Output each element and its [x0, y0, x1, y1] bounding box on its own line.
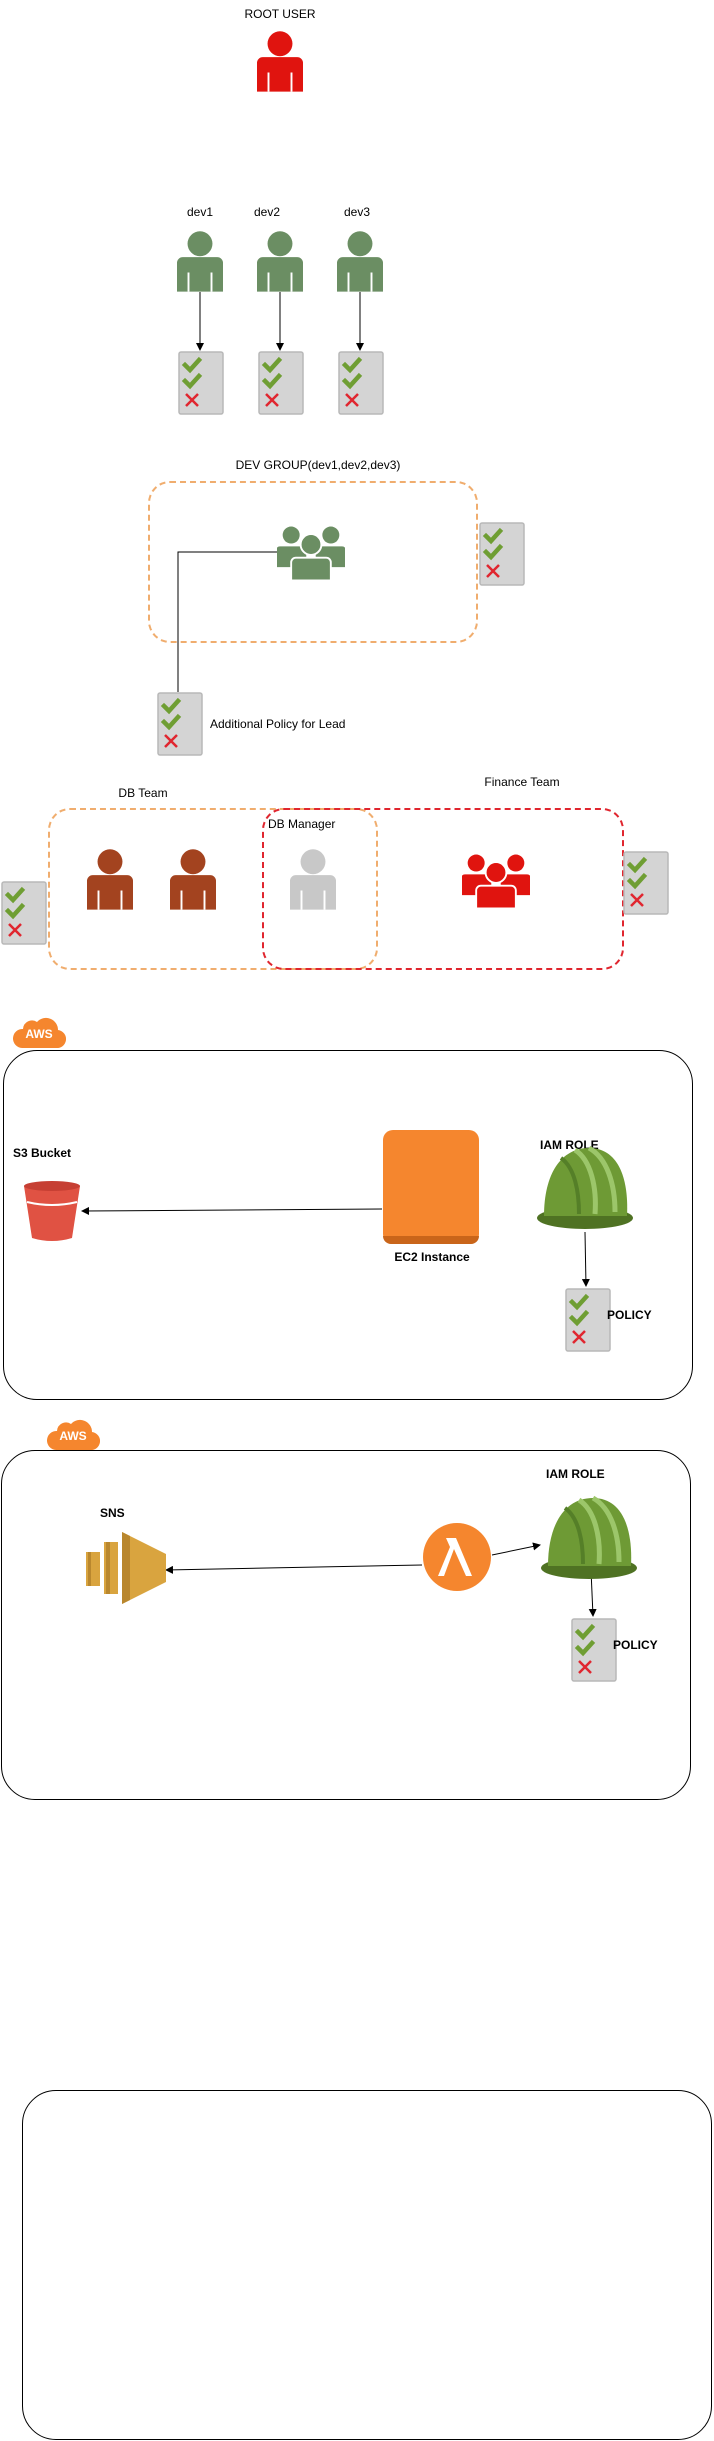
dev-group-icon[interactable]	[277, 520, 345, 586]
ec2-to-s3-arrow	[81, 1206, 383, 1215]
policy-2-label: POLICY	[613, 1638, 658, 1652]
dev1-policy-icon[interactable]	[177, 350, 225, 416]
finance-team-container[interactable]	[262, 808, 624, 970]
finance-team-policy-icon[interactable]	[622, 850, 670, 916]
s3-bucket-icon[interactable]	[22, 1180, 82, 1242]
db-team-label: DB Team	[118, 786, 168, 800]
iam-role-2-helmet-icon[interactable]	[539, 1490, 639, 1582]
dev2-label: dev2	[253, 205, 281, 219]
finance-team-group-icon[interactable]	[462, 848, 530, 914]
dev3-label: dev3	[343, 205, 371, 219]
db-team-user-2-icon[interactable]	[170, 848, 216, 910]
dev3-policy-icon[interactable]	[337, 350, 385, 416]
empty-container[interactable]	[22, 2090, 712, 2440]
dev1-label: dev1	[186, 205, 214, 219]
lambda-icon[interactable]	[422, 1522, 492, 1592]
lambda-to-iam-role-arrow	[491, 1542, 541, 1556]
aws-badge-2: AWS	[59, 1429, 87, 1443]
s3-bucket-label: S3 Bucket	[13, 1146, 72, 1160]
aws-cloud-icon-2: AWS	[46, 1414, 100, 1452]
finance-team-label: Finance Team	[484, 775, 560, 789]
db-team-user-1-icon[interactable]	[87, 848, 133, 910]
group-to-lead-policy-line	[177, 551, 278, 692]
dev1-user-icon[interactable]	[177, 230, 223, 292]
lambda-to-sns-arrow	[165, 1564, 423, 1574]
dev-group-policy-icon[interactable]	[478, 521, 526, 587]
root-user-label: ROOT USER	[244, 7, 316, 21]
iam-role-2-label: IAM ROLE	[546, 1467, 605, 1481]
iam-role-1-policy-icon[interactable]	[564, 1287, 612, 1353]
db-manager-user-icon[interactable]	[290, 848, 336, 910]
iam-role-1-helmet-icon[interactable]	[535, 1140, 635, 1232]
dev-group-label: DEV GROUP(dev1,dev2,dev3)	[235, 458, 401, 472]
dev3-user-icon[interactable]	[337, 230, 383, 292]
lead-policy-label: Additional Policy for Lead	[210, 717, 346, 731]
dev-group-container[interactable]	[148, 481, 478, 643]
db-manager-label: DB Manager	[268, 817, 336, 831]
db-team-policy-icon[interactable]	[0, 880, 48, 946]
sns-label: SNS	[100, 1506, 125, 1520]
aws-section-1-container[interactable]	[3, 1050, 693, 1400]
ec2-instance-label: EC2 Instance	[394, 1250, 470, 1264]
aws-badge-1: AWS	[25, 1027, 53, 1041]
iam-role-1-to-policy-arrow	[581, 1231, 590, 1287]
aws-section-2-container[interactable]	[1, 1450, 691, 1800]
dev2-policy-icon[interactable]	[257, 350, 305, 416]
aws-cloud-icon-1: AWS	[12, 1012, 66, 1050]
policy-1-label: POLICY	[607, 1308, 652, 1322]
db-team-container[interactable]	[48, 808, 378, 970]
dev2-user-icon[interactable]	[257, 230, 303, 292]
iam-role-2-policy-icon[interactable]	[570, 1617, 618, 1683]
lead-policy-icon[interactable]	[156, 691, 204, 757]
sns-icon[interactable]	[84, 1530, 166, 1605]
ec2-instance-icon[interactable]	[383, 1130, 479, 1244]
root-user-icon[interactable]	[257, 30, 303, 92]
